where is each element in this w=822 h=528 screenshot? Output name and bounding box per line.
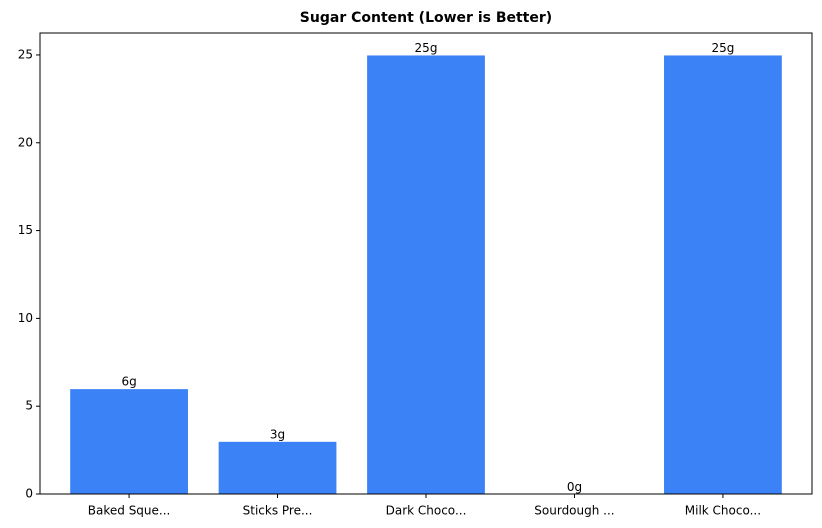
plot-frame bbox=[39, 32, 813, 495]
y-tick-label: 15 bbox=[18, 223, 33, 237]
bar bbox=[366, 54, 486, 495]
value-label: 0g bbox=[567, 480, 582, 494]
y-tick-label: 0 bbox=[25, 487, 33, 501]
y-tick-label: 10 bbox=[18, 311, 33, 325]
x-tick-label: Baked Sque... bbox=[88, 504, 171, 518]
chart-title: Sugar Content (Lower is Better) bbox=[300, 10, 552, 26]
x-tick-label: Sourdough ... bbox=[534, 504, 614, 518]
y-tick-label: 20 bbox=[18, 135, 33, 149]
y-tick-label: 25 bbox=[18, 47, 33, 61]
bar bbox=[69, 388, 189, 495]
bar bbox=[663, 54, 783, 495]
x-tick-label: Milk Choco... bbox=[685, 504, 761, 518]
value-label: 3g bbox=[270, 427, 285, 441]
bar bbox=[217, 440, 338, 495]
x-tick-label: Sticks Pre... bbox=[243, 504, 313, 518]
value-label: 6g bbox=[121, 375, 136, 389]
y-tick-label: 5 bbox=[25, 399, 33, 413]
value-label: 25g bbox=[415, 41, 438, 55]
value-label: 25g bbox=[711, 41, 734, 55]
x-tick-label: Dark Choco... bbox=[386, 504, 467, 518]
